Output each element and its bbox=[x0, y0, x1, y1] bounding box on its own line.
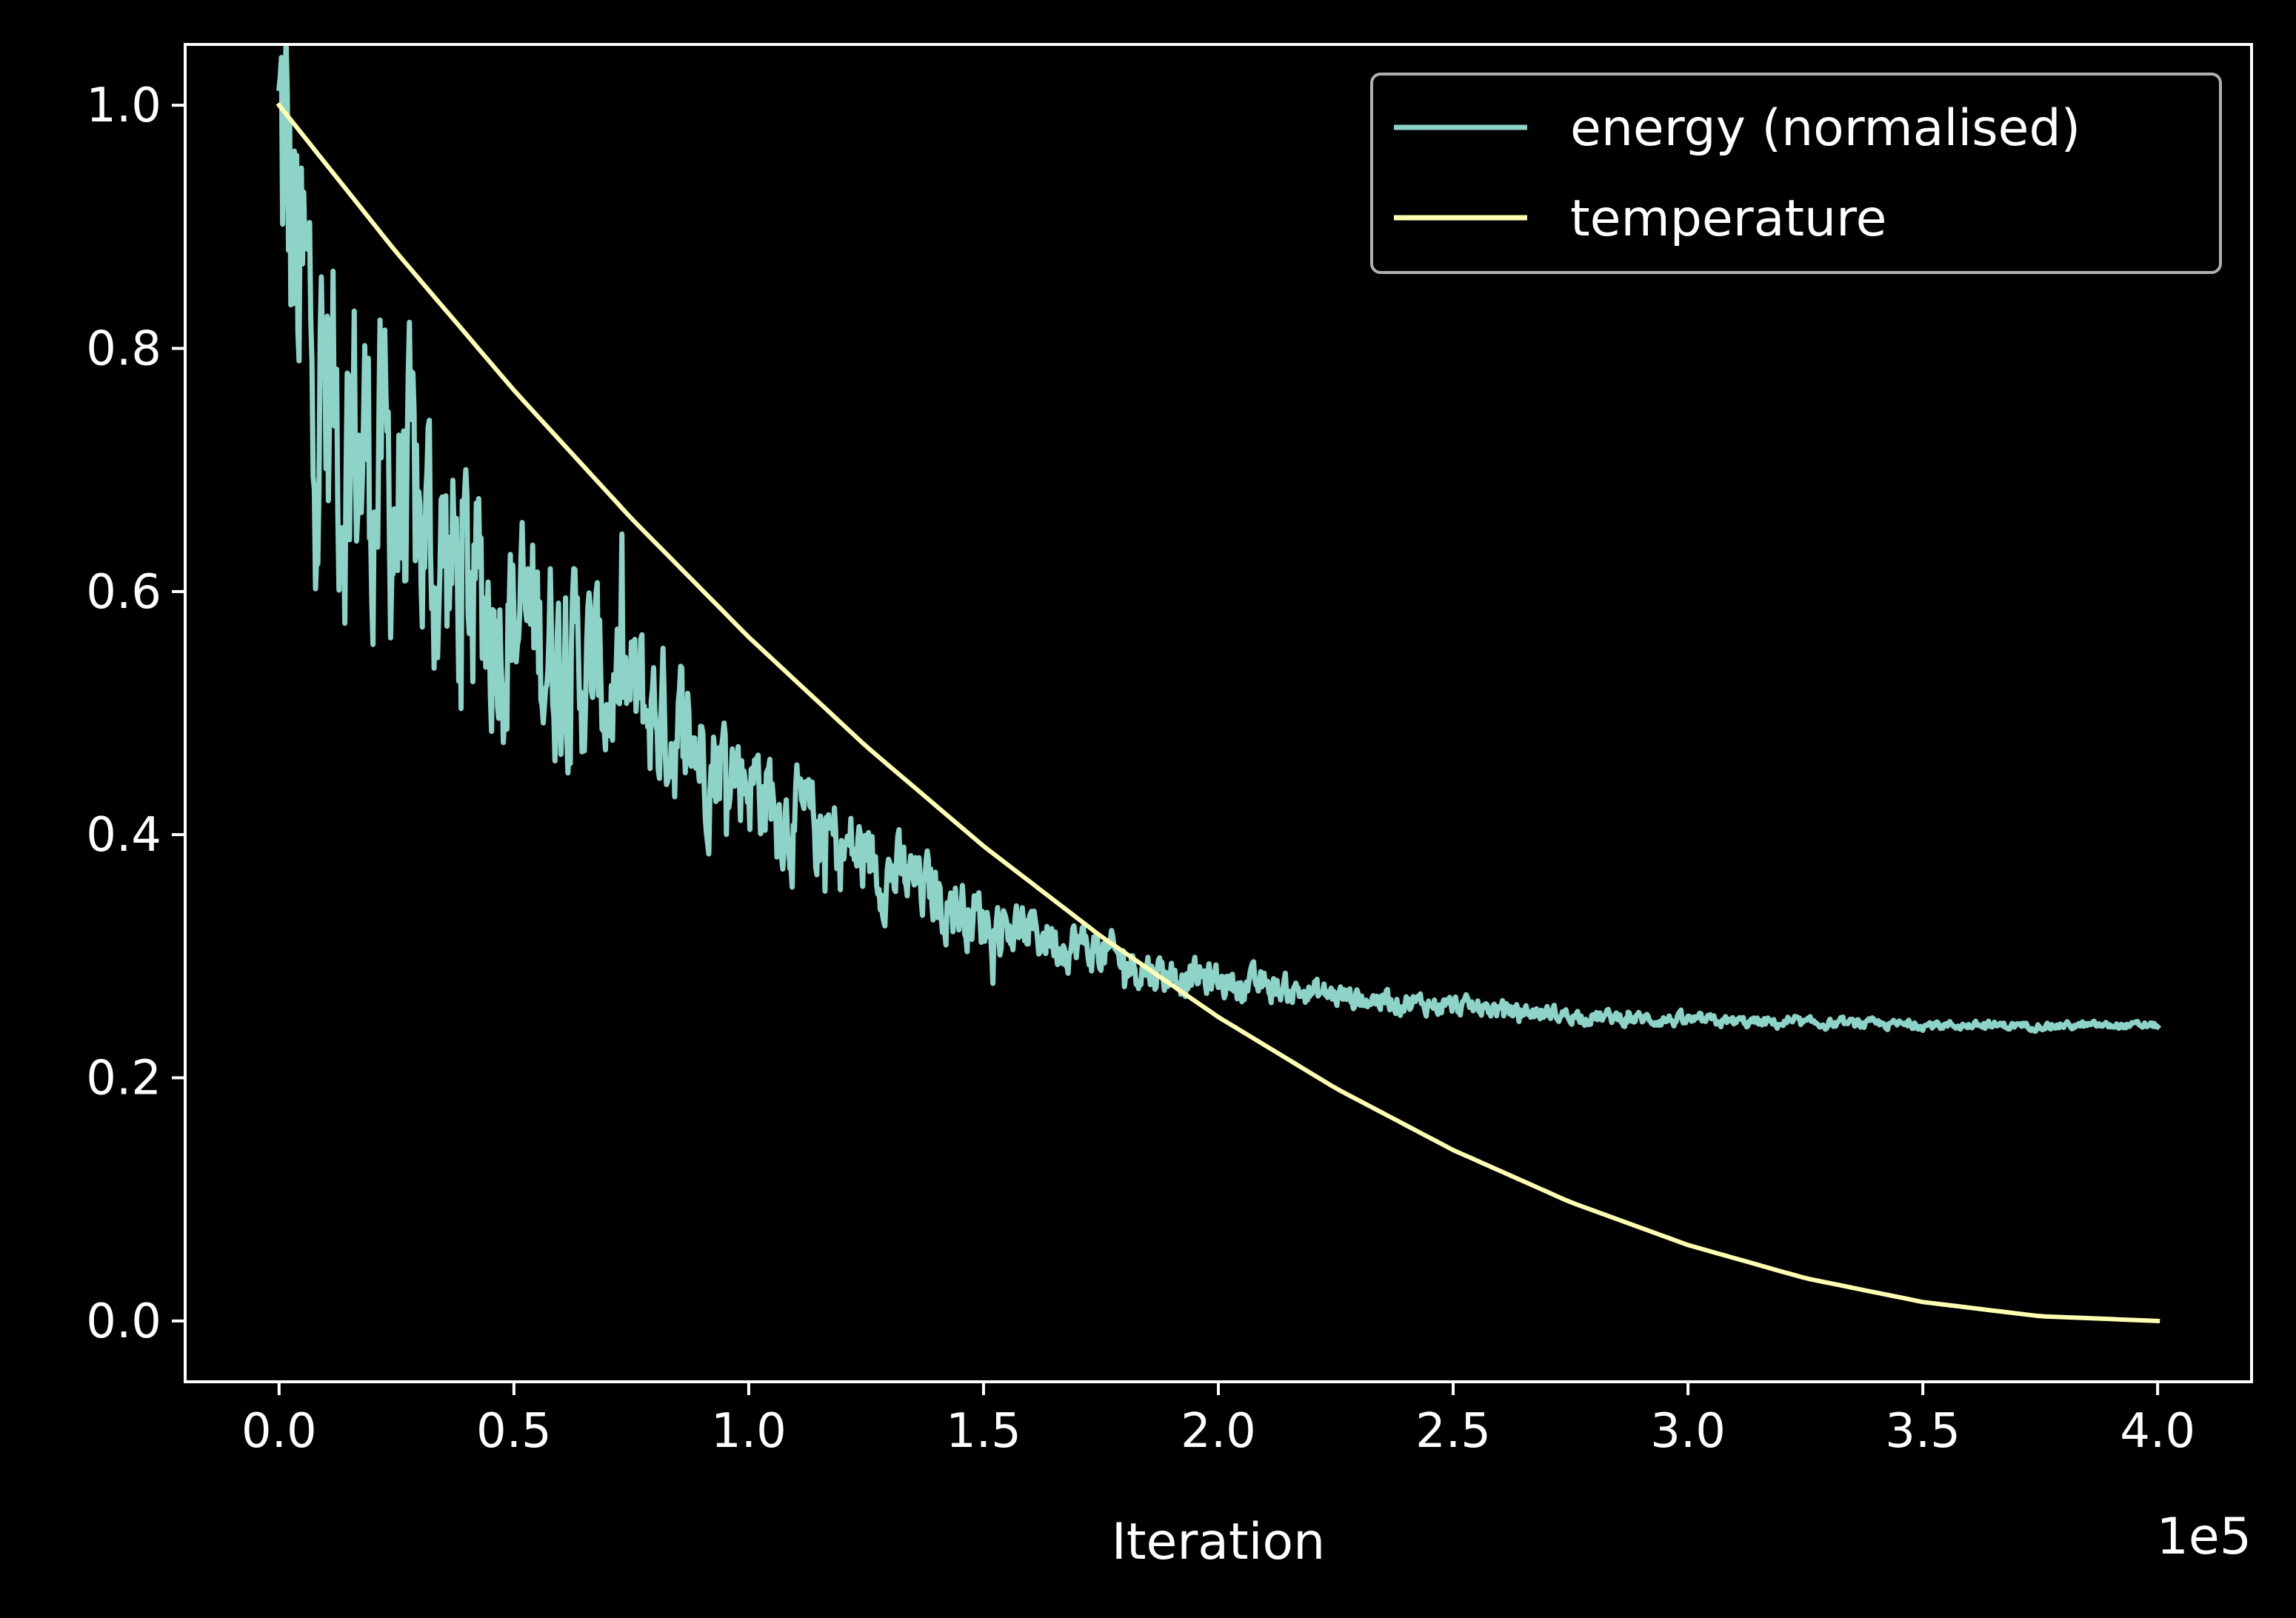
x-tick-label: 4.0 bbox=[2120, 1404, 2195, 1459]
legend-box bbox=[1370, 73, 2222, 274]
x-tick-label: 0.0 bbox=[241, 1404, 317, 1459]
x-tick-label: 3.5 bbox=[1885, 1404, 1960, 1459]
legend-label: energy (normalised) bbox=[1570, 99, 2080, 158]
x-tick-label: 2.0 bbox=[1181, 1404, 1256, 1459]
y-axis-ticks: 0.0 0.2 0.4 0.6 0.8 1.0 bbox=[86, 78, 185, 1349]
y-tick-label: 0.2 bbox=[86, 1052, 161, 1106]
x-tick-label: 0.5 bbox=[476, 1404, 552, 1459]
series-line-2 bbox=[276, 101, 2160, 1324]
x-axis-label: Iteration bbox=[1112, 1513, 1325, 1571]
plot-layer bbox=[276, 44, 2162, 1324]
x-tick-label: 3.0 bbox=[1650, 1404, 1726, 1459]
y-tick-label: 0.0 bbox=[86, 1294, 161, 1349]
x-tick-label: 2.5 bbox=[1415, 1404, 1491, 1459]
x-tick-label: 1.5 bbox=[946, 1404, 1021, 1459]
y-tick-label: 1.0 bbox=[86, 78, 161, 133]
x-axis-offset-text: 1e5 bbox=[2157, 1508, 2252, 1566]
y-tick-label: 0.4 bbox=[86, 808, 161, 863]
series-line-1 bbox=[276, 44, 2162, 1034]
y-tick-label: 0.8 bbox=[86, 321, 161, 376]
y-tick-label: 0.6 bbox=[86, 565, 161, 620]
x-tick-label: 1.0 bbox=[711, 1404, 787, 1459]
legend: energy (normalised) temperature bbox=[1370, 73, 2222, 274]
legend-label: temperature bbox=[1570, 190, 1886, 248]
x-axis-ticks: 0.0 0.5 1.0 1.5 2.0 2.5 3.0 3.5 4.0 bbox=[241, 1382, 2195, 1459]
